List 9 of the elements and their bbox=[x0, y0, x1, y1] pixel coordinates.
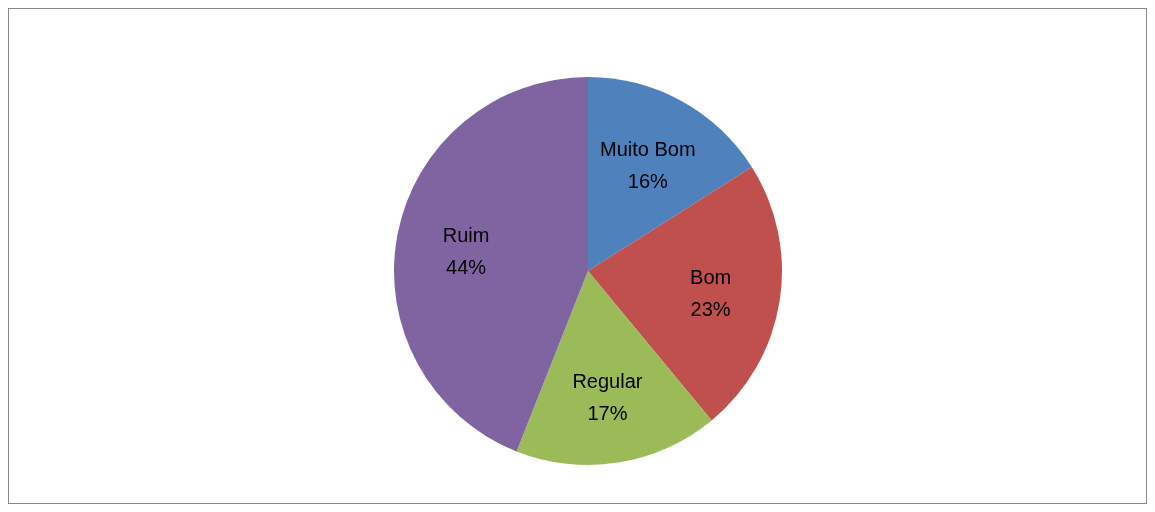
slice-label: Ruim bbox=[442, 223, 490, 246]
data-label: 44% bbox=[446, 255, 487, 278]
pie-slice bbox=[588, 77, 752, 271]
data-label: 17% bbox=[587, 401, 628, 424]
slice-label: Regular bbox=[572, 369, 643, 392]
data-label: 16% bbox=[627, 170, 669, 193]
slice-label: Bom bbox=[690, 266, 732, 289]
data-label: 23% bbox=[690, 298, 731, 321]
slice-label: Muito Bom bbox=[600, 138, 696, 161]
